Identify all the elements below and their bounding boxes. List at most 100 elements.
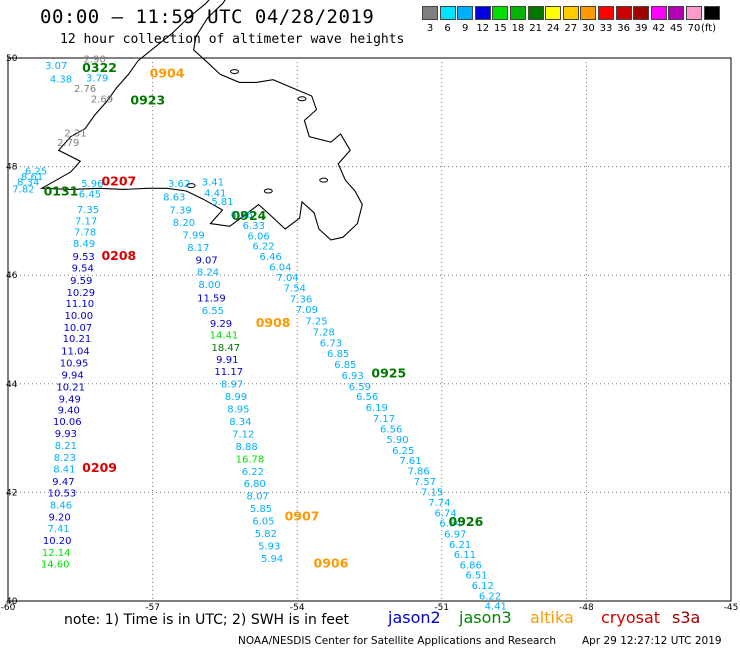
- scale-tick-label: 42: [652, 23, 666, 34]
- scale-swatch: [457, 6, 474, 20]
- wave-height-label: 8.21: [55, 441, 77, 452]
- x-tick-label: -48: [579, 603, 594, 613]
- chart-subtitle: 12 hour collection of altimeter wave hei…: [60, 32, 405, 47]
- wave-height-label: 16.78: [236, 455, 265, 466]
- wave-height-label: 2.69: [91, 95, 113, 106]
- wave-height-label: 10.53: [48, 489, 77, 500]
- scale-swatch: [562, 6, 579, 20]
- scale-tick-label: 45: [670, 23, 683, 34]
- wave-height-label: 6.25: [392, 446, 414, 457]
- wave-height-label: 5.81: [211, 197, 233, 208]
- wave-height-label: 9.20: [48, 513, 70, 524]
- wave-height-label: 8.99: [225, 392, 247, 403]
- wave-height-label: 10.95: [60, 358, 89, 369]
- y-tick-label: 50: [6, 54, 18, 64]
- wave-height-label: 7.28: [313, 327, 335, 338]
- scale-swatch: [492, 6, 509, 20]
- wave-height-label: 6.46: [260, 252, 282, 263]
- wave-height-label: 6.56: [380, 425, 402, 436]
- scale-tick-label: 9: [462, 23, 469, 34]
- wave-height-label: 7.12: [232, 430, 254, 441]
- scale-unit-label: (ft): [701, 23, 717, 34]
- wave-height-label: 9.47: [52, 477, 74, 488]
- wave-height-label: 7.86: [408, 466, 430, 477]
- wave-height-label: 8.63: [163, 192, 185, 203]
- wave-height-label: 2.79: [57, 138, 79, 149]
- wave-height-label: 7.15: [421, 488, 443, 499]
- wave-height-label: 6.22: [242, 467, 264, 478]
- pass-time-label: 0207: [101, 174, 136, 189]
- wave-height-label: 5.82: [255, 529, 277, 540]
- wave-height-label: 6.56: [356, 392, 378, 403]
- y-tick-label: 44: [6, 380, 18, 390]
- wave-height-label: 7.04: [276, 273, 298, 284]
- scale-swatch: [686, 6, 702, 20]
- legend-note: note: 1) Time is in UTC; 2) SWH is in fe…: [64, 612, 350, 628]
- wave-height-label: 2.90: [84, 54, 106, 65]
- wave-height-label: 9.91: [216, 355, 238, 366]
- scale-swatch: [668, 6, 685, 20]
- y-tick-label: 46: [6, 271, 18, 281]
- wave-height-label: 7.61: [399, 456, 421, 467]
- legend-entry-altika: altika: [530, 608, 574, 627]
- scale-swatch: [527, 6, 544, 20]
- scale-swatch: [580, 6, 597, 20]
- wave-height-label: 10.29: [66, 288, 95, 299]
- wave-height-label: 3.41: [202, 178, 224, 189]
- wave-height-label: 6.45: [79, 190, 101, 201]
- wave-height-label: 9.53: [73, 252, 95, 263]
- wave-height-label: 6.85: [334, 360, 356, 371]
- wave-height-label: 6.22: [479, 591, 501, 602]
- wave-height-label: 11.10: [65, 299, 94, 310]
- wave-height-label: 6.93: [341, 371, 363, 382]
- wave-height-label: 6.85: [327, 349, 349, 360]
- chart-title: 00:00 – 11:59 UTC 04/28/2019: [40, 6, 375, 28]
- x-tick-label: -57: [145, 603, 160, 613]
- wave-height-label: 11.59: [197, 293, 226, 304]
- wave-height-label: 8.17: [187, 243, 209, 254]
- y-tick-label: 48: [6, 163, 18, 173]
- pass-time-label: 0904: [150, 66, 185, 81]
- island-outline: [297, 96, 307, 102]
- wave-height-label: 8.46: [50, 501, 72, 512]
- scale-tick-label: 27: [564, 23, 578, 34]
- wave-height-label: 6.06: [248, 231, 270, 242]
- wave-height-label: 5.90: [386, 435, 408, 446]
- scale-swatch: [598, 6, 614, 20]
- wave-height-label: 5.93: [258, 541, 280, 552]
- pass-time-label: 0908: [256, 315, 291, 330]
- wave-height-label: 14.41: [210, 331, 239, 342]
- wave-height-label: 7.82: [12, 185, 34, 196]
- wave-height-label: 7.99: [182, 230, 204, 241]
- wave-height-label: 3.79: [86, 73, 108, 84]
- wave-height-label: 8.24: [197, 268, 219, 279]
- pass-time-label: 0322: [82, 60, 117, 75]
- scale-tick-label: 33: [599, 23, 613, 34]
- wave-height-label: 8.97: [221, 380, 243, 391]
- pass-time-label: 0924: [232, 208, 267, 223]
- wave-height-label: 8.49: [73, 239, 95, 250]
- pass-time-label: 0925: [371, 365, 406, 380]
- footer-credit: NOAA/NESDIS Center for Satellite Applica…: [238, 635, 556, 647]
- wave-height-label: 5.96: [81, 179, 103, 190]
- pass-time-label: 0131: [44, 183, 79, 198]
- scale-tick-label: 12: [476, 23, 490, 34]
- wave-height-label: 11.17: [214, 367, 243, 378]
- wave-height-label: 3.07: [45, 61, 67, 72]
- wave-height-label: 5.85: [250, 504, 272, 515]
- wave-height-label: 8.41: [53, 464, 75, 475]
- y-tick-label: 42: [6, 488, 17, 498]
- wave-height-label: 7.74: [428, 498, 450, 509]
- scale-swatch: [703, 6, 720, 20]
- wave-height-label: 3.62: [168, 179, 190, 190]
- wave-height-label: 6.51: [465, 571, 487, 582]
- wave-height-label: 6.54: [439, 519, 461, 530]
- wave-height-label: 2.76: [74, 84, 96, 95]
- island-outline: [263, 188, 273, 194]
- x-tick-label: -51: [434, 603, 449, 613]
- x-tick-label: -54: [290, 603, 305, 613]
- wave-height-label: 7.17: [373, 414, 395, 425]
- wave-height-label: 6.86: [460, 560, 482, 571]
- island-outline: [319, 177, 329, 183]
